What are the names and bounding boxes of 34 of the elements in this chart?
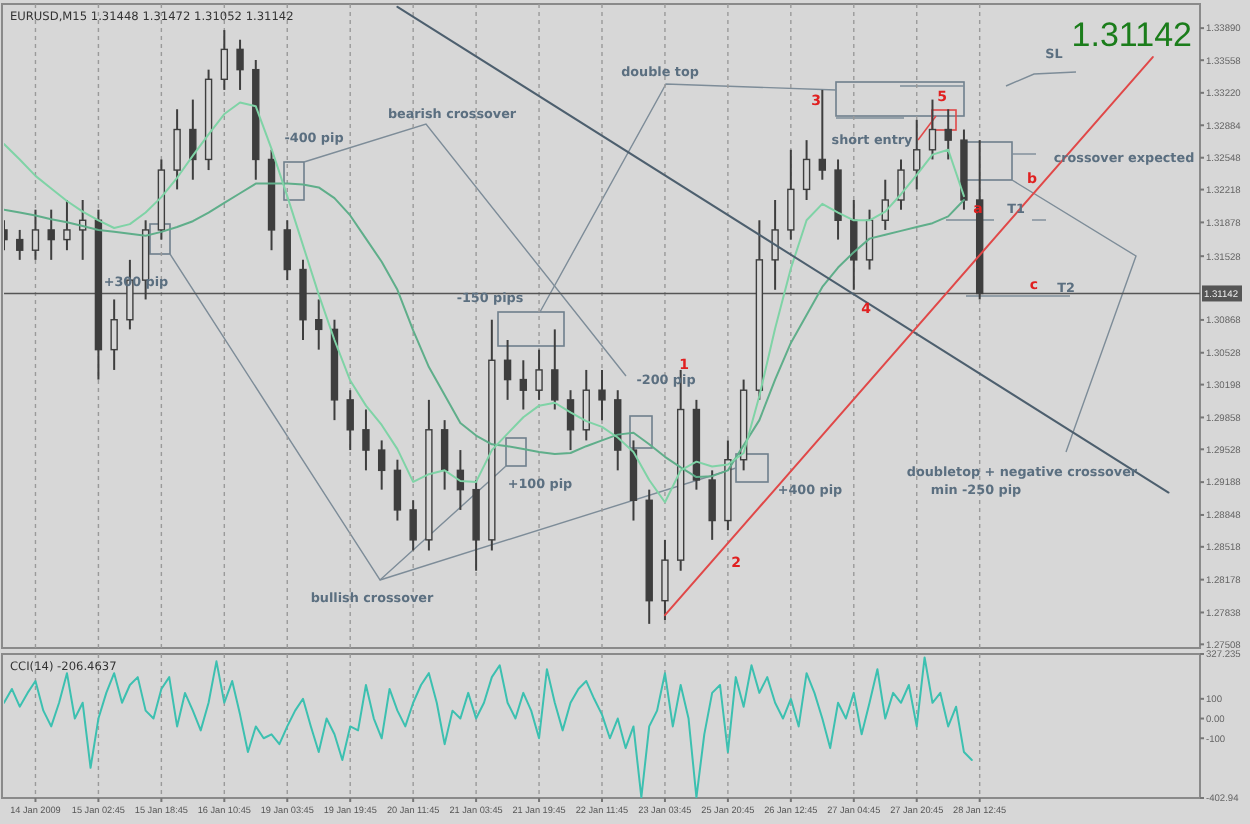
candlestick [110, 298, 118, 371]
candlestick [598, 368, 606, 422]
candlestick [802, 139, 811, 201]
candlestick [928, 98, 937, 161]
candlestick [189, 98, 197, 181]
candlestick [897, 158, 905, 211]
candlestick [16, 228, 24, 261]
candlestick [535, 348, 543, 401]
candlestick [519, 359, 528, 411]
candlestick [47, 208, 55, 261]
candlestick [818, 88, 827, 181]
candlestick [377, 439, 386, 491]
candlestick [63, 199, 71, 252]
candlestick [771, 199, 779, 291]
candlestick [503, 339, 512, 401]
candlestick [551, 328, 559, 411]
candlestick [661, 538, 669, 621]
line-series [4, 656, 973, 798]
candlestick [393, 458, 402, 522]
candlestick [787, 148, 795, 241]
candlestick [944, 108, 952, 161]
candlestick [283, 219, 291, 282]
candlestick [31, 208, 40, 261]
annotation: 1.31142 [1071, 16, 1192, 54]
candlestick [440, 419, 449, 491]
candlestick [236, 38, 244, 91]
candlestick [409, 499, 417, 552]
candlestick [173, 108, 181, 191]
candlestick [346, 389, 354, 452]
candlestick [362, 408, 370, 472]
candlestick [913, 118, 921, 191]
candlestick [220, 29, 229, 91]
candlestick [708, 469, 716, 541]
candlestick [315, 298, 323, 351]
